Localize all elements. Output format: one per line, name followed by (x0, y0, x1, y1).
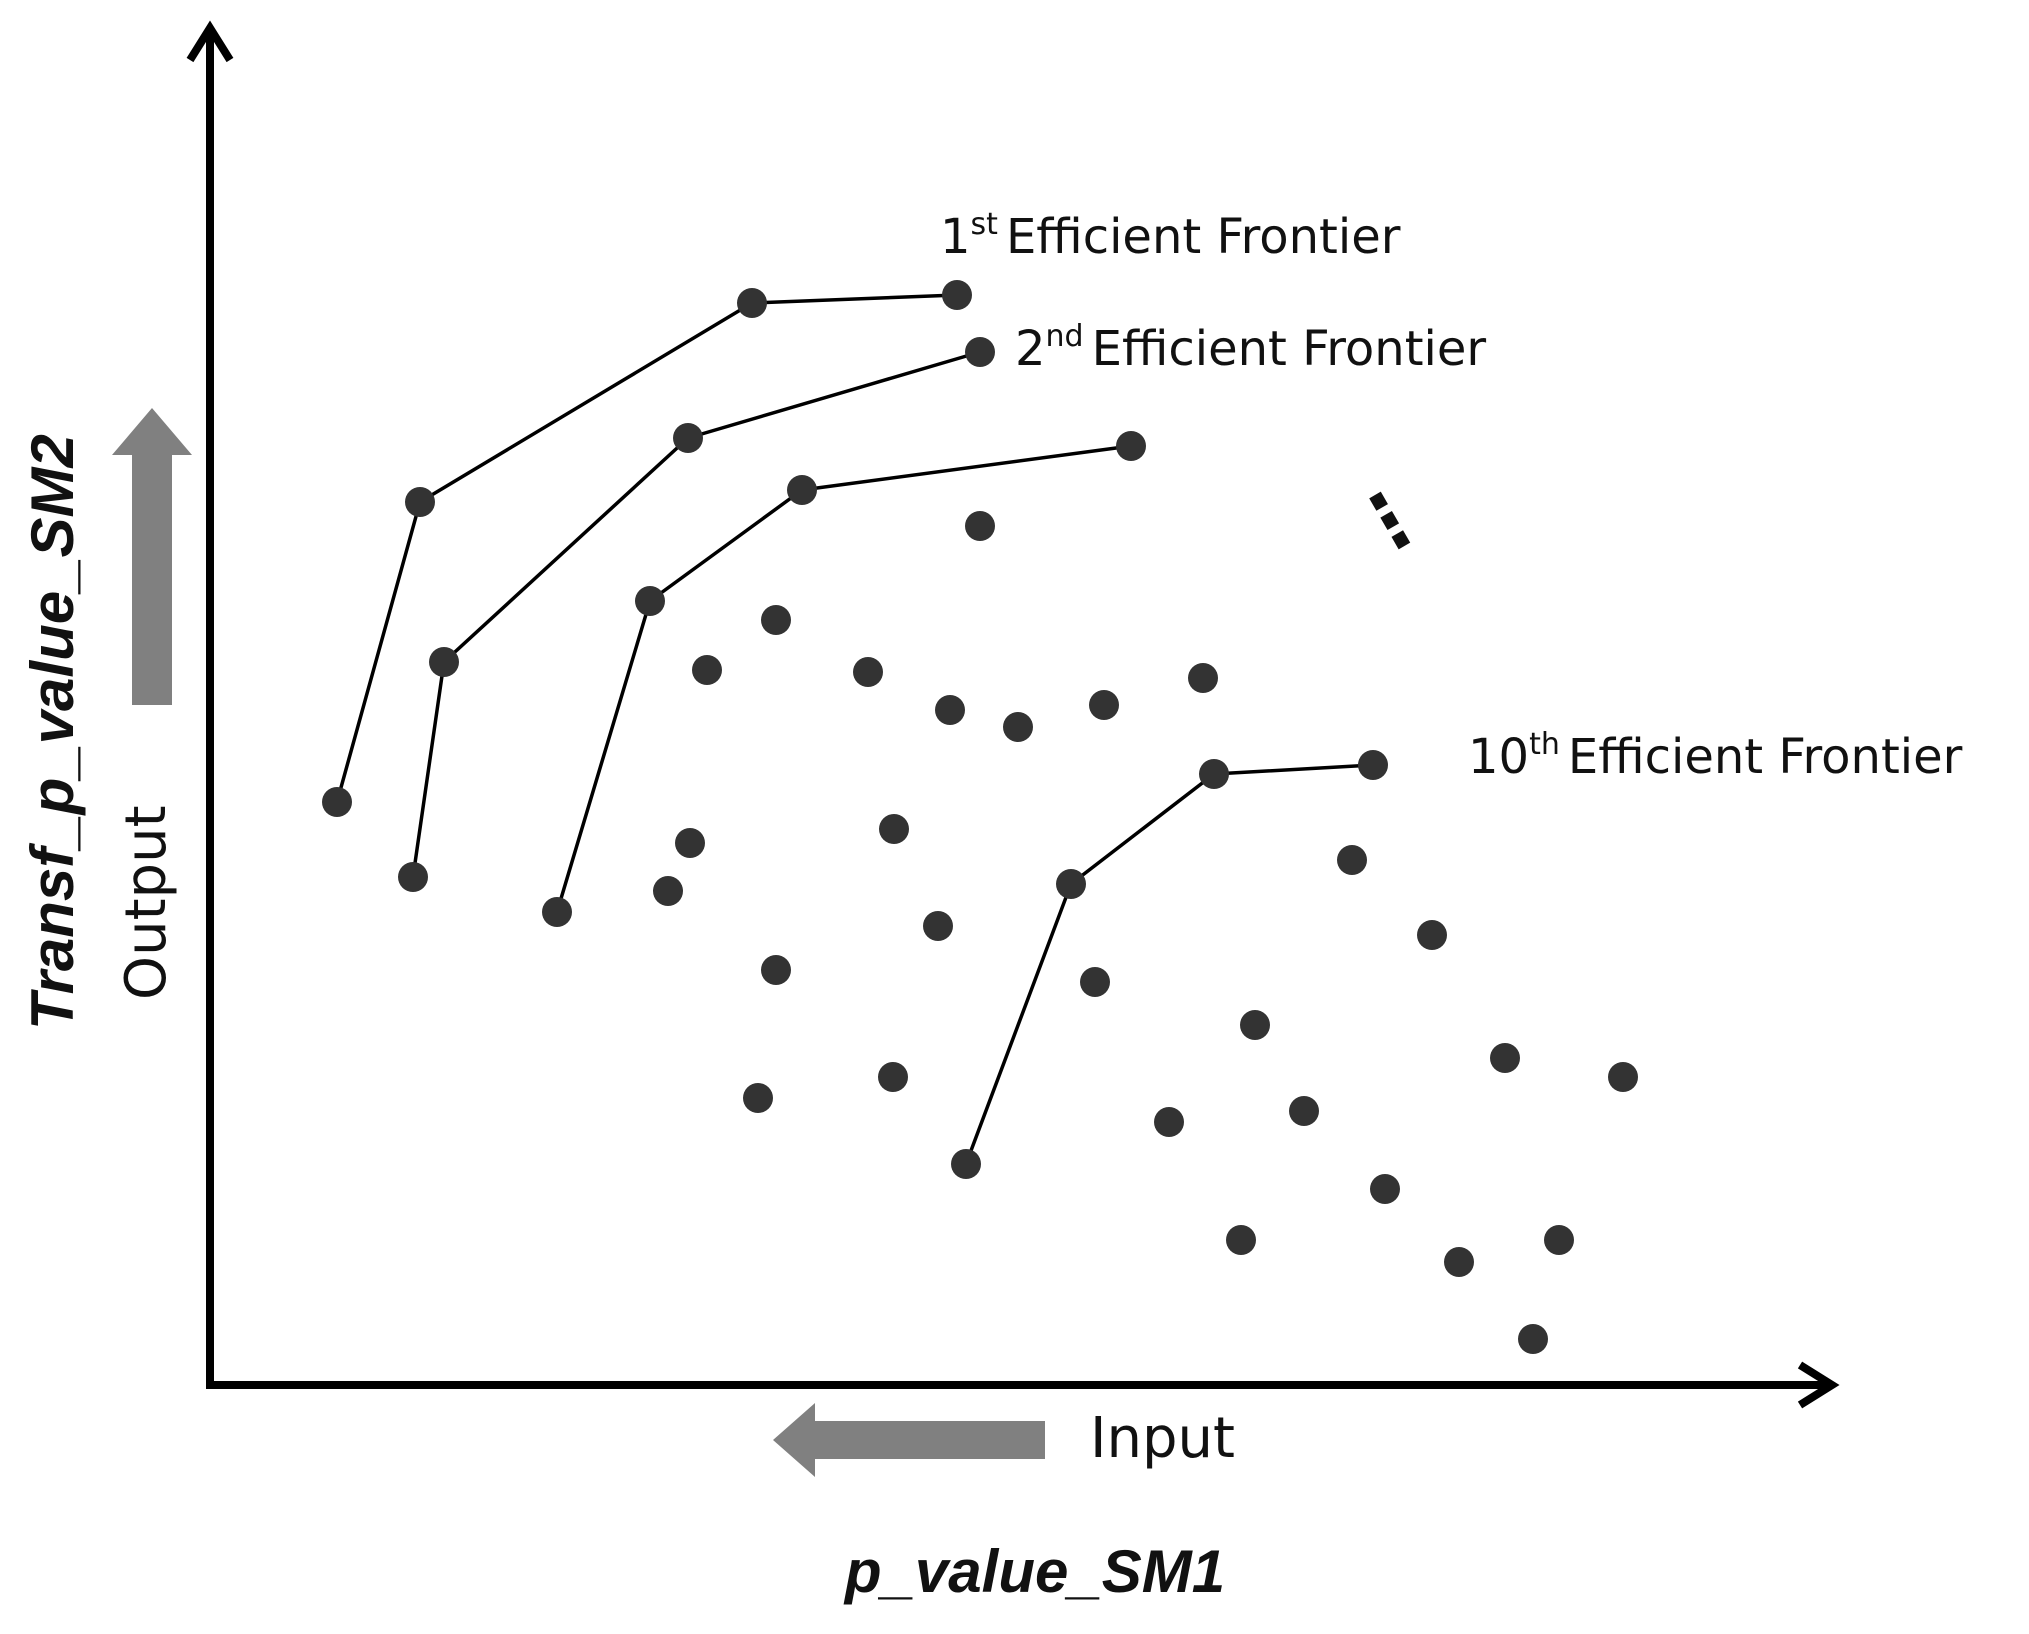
frontier-10-line (964, 763, 1374, 1165)
data-point (322, 787, 352, 817)
data-point (743, 1083, 773, 1113)
data-point (965, 511, 995, 541)
data-point (1289, 1096, 1319, 1126)
data-point (692, 655, 722, 685)
data-point (761, 955, 791, 985)
frontier-1-line (335, 293, 958, 803)
data-point (1444, 1247, 1474, 1277)
data-point (542, 897, 572, 927)
data-point (1490, 1043, 1520, 1073)
data-point (1080, 967, 1110, 997)
y-axis-arrowhead (186, 20, 234, 63)
data-point (879, 814, 909, 844)
data-point (951, 1149, 981, 1179)
data-point (675, 828, 705, 858)
frontier-lines (335, 293, 1374, 1165)
data-point (429, 647, 459, 677)
frontier-2-label: 2nd Efficient Frontier (1015, 319, 1486, 377)
frontier-3-line (555, 444, 1132, 913)
data-point (787, 475, 817, 505)
frontier-1-label: 1st Efficient Frontier (940, 207, 1401, 265)
data-point (1199, 759, 1229, 789)
data-point (1608, 1062, 1638, 1092)
data-point (942, 280, 972, 310)
output-label: Output (114, 805, 179, 1000)
data-point (1240, 1010, 1270, 1040)
data-point (923, 911, 953, 941)
data-point (1154, 1107, 1184, 1137)
data-point (761, 605, 791, 635)
x-axis-arrowhead (1797, 1361, 1840, 1409)
data-point (878, 1062, 908, 1092)
input-label: Input (1090, 1406, 1235, 1471)
data-point (1544, 1225, 1574, 1255)
frontier-2-line (411, 350, 981, 878)
data-points (322, 280, 1638, 1354)
output-up-arrow (112, 408, 192, 705)
data-point (1226, 1225, 1256, 1255)
data-point (1337, 845, 1367, 875)
y-axis-title: Transf_p_value_SM2 (19, 434, 86, 1030)
frontier-ellipsis: ⋮ (1335, 463, 1445, 578)
data-point (673, 423, 703, 453)
data-point (653, 876, 683, 906)
data-point (1056, 869, 1086, 899)
data-point (398, 862, 428, 892)
data-point (1089, 690, 1119, 720)
data-point (1358, 750, 1388, 780)
input-left-arrow (773, 1403, 1045, 1477)
frontier-10-label: 10th Efficient Frontier (1468, 727, 1963, 785)
data-point (1116, 431, 1146, 461)
data-point (965, 337, 995, 367)
x-axis-title: p_value_SM1 (843, 1538, 1225, 1605)
data-point (1370, 1174, 1400, 1204)
data-point (853, 657, 883, 687)
data-point (1417, 920, 1447, 950)
data-point (1518, 1324, 1548, 1354)
data-point (935, 695, 965, 725)
data-point (1188, 663, 1218, 693)
data-point (737, 288, 767, 318)
data-point (1003, 712, 1033, 742)
data-point (635, 586, 665, 616)
data-point (405, 487, 435, 517)
